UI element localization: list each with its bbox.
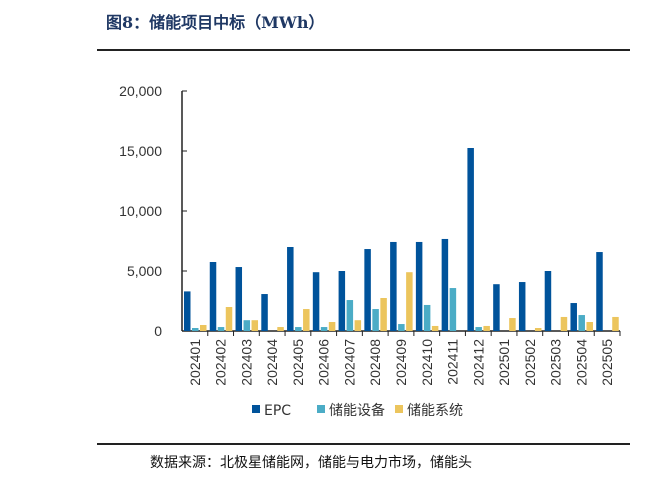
bar-EPC-202502 bbox=[518, 282, 526, 331]
bar-EPC-202503 bbox=[544, 271, 552, 331]
x-tick-label: 202409 bbox=[393, 339, 409, 386]
y-tick-label: 20,000 bbox=[119, 83, 162, 99]
x-tick-label: 202408 bbox=[367, 339, 383, 386]
legend-label: EPC bbox=[264, 403, 291, 419]
bar-chart: 0 5,000 10,000 15,000 20,000 202401 202402 2024… bbox=[119, 83, 621, 419]
x-tick-label: 202410 bbox=[419, 339, 435, 386]
bar-储能系统-202408 bbox=[380, 298, 387, 331]
y-tick-label: 15,000 bbox=[119, 143, 162, 159]
bar-储能系统-202505 bbox=[612, 316, 619, 331]
x-tick-label: 202404 bbox=[264, 339, 280, 386]
x-tick-label: 202402 bbox=[213, 339, 229, 386]
legend-swatch bbox=[317, 405, 325, 413]
bar-EPC-202404 bbox=[261, 294, 268, 331]
y-tick-label: 0 bbox=[154, 323, 162, 339]
bar-储能设备-202409 bbox=[398, 324, 405, 331]
y-tick-label: 10,000 bbox=[119, 203, 162, 219]
x-tick-label: 202407 bbox=[341, 339, 357, 386]
bar-EPC-202408 bbox=[364, 249, 371, 331]
x-tick-label: 202504 bbox=[573, 339, 589, 386]
bar-储能系统-202401 bbox=[200, 325, 207, 331]
bar-储能系统-202405 bbox=[303, 309, 310, 331]
x-tick-label: 202405 bbox=[290, 339, 306, 386]
x-tick-label: 202412 bbox=[470, 339, 486, 386]
bar-储能系统-202410 bbox=[431, 325, 439, 331]
x-tick-label: 202505 bbox=[599, 339, 615, 386]
bar-储能系统-202503 bbox=[560, 316, 568, 331]
bar-储能设备-202407 bbox=[346, 300, 354, 331]
x-tick-label: 202403 bbox=[238, 339, 254, 386]
x-tick-label: 202401 bbox=[187, 339, 203, 386]
legend-swatch bbox=[252, 405, 260, 413]
bar-储能系统-202502 bbox=[534, 328, 542, 331]
bar-储能设备-202412 bbox=[475, 327, 482, 331]
bar-EPC-202403 bbox=[235, 267, 243, 331]
bar-EPC-202409 bbox=[390, 241, 397, 331]
x-tick-label: 202411 bbox=[445, 339, 461, 385]
bar-储能系统-202402 bbox=[225, 307, 233, 331]
bar-EPC-202501 bbox=[493, 284, 500, 331]
bar-储能设备-202402 bbox=[217, 327, 225, 331]
bar-储能系统-202407 bbox=[354, 320, 362, 331]
bar-EPC-202504 bbox=[570, 303, 577, 331]
legend-label: 储能系统 bbox=[407, 403, 463, 419]
bar-储能系统-202404 bbox=[277, 327, 284, 331]
bar-EPC-202405 bbox=[287, 247, 294, 331]
chart-title: 图8：储能项目中标（MWh） bbox=[106, 13, 325, 32]
bar-储能设备-202405 bbox=[295, 327, 302, 331]
x-tick-label: 202502 bbox=[522, 339, 538, 386]
bar-EPC-202407 bbox=[338, 271, 346, 331]
bar-储能系统-202504 bbox=[586, 322, 593, 331]
bar-储能系统-202501 bbox=[509, 318, 516, 331]
bar-储能设备-202408 bbox=[372, 309, 379, 331]
bar-EPC-202402 bbox=[209, 262, 217, 331]
x-tick-label: 202501 bbox=[496, 339, 512, 386]
bar-储能系统-202409 bbox=[406, 272, 413, 331]
bottom-divider bbox=[97, 443, 630, 445]
bar-储能设备-202504 bbox=[578, 315, 585, 331]
bar-储能设备-202410 bbox=[423, 304, 431, 331]
source-note: 数据来源：北极星储能网，储能与电力市场，储能头 bbox=[150, 455, 472, 471]
legend-swatch bbox=[395, 405, 403, 413]
bar-EPC-202406 bbox=[312, 272, 320, 331]
bar-EPC-202505 bbox=[596, 252, 603, 331]
bar-储能设备-202403 bbox=[243, 320, 251, 331]
bar-EPC-202412 bbox=[467, 148, 474, 331]
top-divider bbox=[97, 49, 630, 51]
bar-储能设备-202406 bbox=[320, 327, 328, 331]
bar-储能设备-202411 bbox=[449, 288, 457, 331]
y-tick-label: 5,000 bbox=[127, 263, 162, 279]
legend-label: 储能设备 bbox=[329, 402, 385, 419]
bar-EPC-202410 bbox=[415, 241, 423, 331]
bar-储能设备-202401 bbox=[192, 328, 199, 331]
x-tick-label: 202503 bbox=[548, 339, 564, 386]
x-tick-label: 202406 bbox=[316, 339, 332, 386]
bar-储能系统-202412 bbox=[483, 325, 490, 331]
bar-储能系统-202403 bbox=[251, 320, 259, 331]
bar-储能系统-202406 bbox=[328, 322, 336, 331]
bar-EPC-202401 bbox=[184, 291, 191, 331]
bar-EPC-202411 bbox=[441, 238, 449, 331]
